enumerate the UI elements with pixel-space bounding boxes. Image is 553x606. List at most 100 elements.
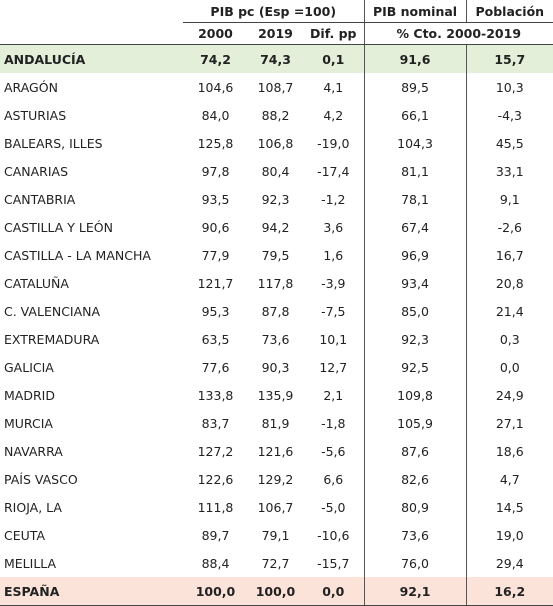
table-row: CEUTA 89,7 79,1 -10,6 73,6 19,0 [0,521,553,549]
pib-pc-2000: 77,6 [201,359,230,375]
table-row: EXTREMADURA 63,5 73,6 10,1 92,3 0,3 [0,325,553,353]
pib-nominal-growth: 91,6 [363,44,467,73]
region-name: CASTILLA Y LEÓN [4,219,113,235]
dif-pp: -19,0 [317,135,350,151]
poblacion-growth: 33,1 [465,157,553,185]
poblacion-growth: -4,3 [465,101,553,129]
pib-pc-2000: 111,8 [197,499,234,515]
region-name: PAÍS VASCO [4,471,78,487]
pib-nominal-growth: 105,9 [363,409,467,437]
region-name: ESPAÑA [0,577,183,606]
table-row: BALEARS, ILLES 125,8 106,8 -19,0 104,3 45,5 [0,129,553,157]
pib-nominal-growth: 96,9 [363,241,467,269]
poblacion-growth: 19,0 [465,521,553,549]
dif-pp: -15,7 [317,555,350,571]
dif-pp: -7,5 [321,303,346,319]
table-row: ASTURIAS 84,0 88,2 4,2 66,1 -4,3 [0,101,553,129]
header-col-2000: 2000 [183,22,248,45]
table-body: ANDALUCÍA 74,2 74,3 0,1 91,6 15,7 ARAGÓN 104,6 1… [0,44,553,606]
poblacion-growth: 0,3 [465,325,553,353]
region-name: GALICIA [4,359,54,375]
table-row: CASTILLA - LA MANCHA 77,9 79,5 1,6 96,9 16,7 [0,241,553,269]
table-row: CANARIAS 97,8 80,4 -17,4 81,1 33,1 [0,157,553,185]
poblacion-growth: 16,2 [465,577,553,606]
pib-pc-2019: 73,6 [261,331,290,347]
dif-pp: -10,6 [317,527,350,543]
region-name: CANTABRIA [4,191,76,207]
region-name: MELILLA [4,555,57,571]
pib-nominal-growth: 87,6 [363,437,467,465]
table-row: PAÍS VASCO 122,6 129,2 6,6 82,6 4,7 [0,465,553,493]
pib-nominal-growth: 92,3 [363,325,467,353]
pib-nominal-growth: 109,8 [363,381,467,409]
pib-pc-2019: 80,4 [261,163,290,179]
header-row-groups: PIB pc (Esp =100) PIB nominal Población [0,0,553,23]
header-col-cto: % Cto. 2000-2019 [363,22,553,45]
region-name: ASTURIAS [4,107,67,123]
pib-pc-2019: 108,7 [257,79,294,95]
pib-pc-2019: 79,5 [261,247,290,263]
region-name: RIOJA, LA [4,499,62,515]
region-name: CANARIAS [4,163,69,179]
pib-pc-2000: 77,9 [201,247,230,263]
pib-nominal-growth: 89,5 [363,73,467,101]
pib-pc-2000: 89,7 [201,527,230,543]
header-col-dif: Dif. pp [303,22,365,45]
table-row: CASTILLA Y LEÓN 90,6 94,2 3,6 67,4 -2,6 [0,213,553,241]
table-row: MADRID 133,8 135,9 2,1 109,8 24,9 [0,381,553,409]
pib-nominal-growth: 66,1 [363,101,467,129]
pib-pc-2000: 63,5 [201,331,230,347]
region-name: CASTILLA - LA MANCHA [4,247,151,263]
pib-nominal-growth: 104,3 [363,129,467,157]
dif-pp: 6,6 [323,471,344,487]
region-name: CEUTA [4,527,45,543]
header-poblacion: Población [465,0,553,23]
poblacion-growth: 20,8 [465,269,553,297]
pib-pc-2000: 100,0 [183,577,248,606]
dif-pp: 0,0 [303,577,365,606]
pib-pc-2000: 95,3 [201,303,230,319]
pib-pc-2000: 97,8 [201,163,230,179]
pib-pc-2000: 127,2 [197,443,234,459]
pib-pc-2019: 87,8 [261,303,290,319]
pib-pc-2019: 106,8 [257,135,294,151]
poblacion-growth: 21,4 [465,297,553,325]
pib-pc-2000: 121,7 [197,275,234,291]
region-name: CATALUÑA [4,275,69,291]
header-col-2019: 2019 [248,22,303,45]
poblacion-growth: 0,0 [465,353,553,381]
dif-pp: -5,0 [321,499,346,515]
region-name: MADRID [4,387,55,403]
poblacion-growth: 27,1 [465,409,553,437]
pib-nominal-growth: 81,1 [363,157,467,185]
pib-nominal-growth: 85,0 [363,297,467,325]
pib-nominal-growth: 92,5 [363,353,467,381]
pib-pc-2019: 81,9 [261,415,290,431]
pib-pc-2000: 93,5 [201,191,230,207]
region-name: EXTREMADURA [4,331,100,347]
pib-pc-2000: 122,6 [197,471,234,487]
dif-pp: 2,1 [323,387,344,403]
region-name: BALEARS, ILLES [4,135,103,151]
pib-pc-2019: 79,1 [261,527,290,543]
pib-pc-2000: 104,6 [197,79,234,95]
header-row-subcolumns: 2000 2019 Dif. pp % Cto. 2000-2019 [0,22,553,45]
pib-nominal-growth: 93,4 [363,269,467,297]
poblacion-growth: 14,5 [465,493,553,521]
region-name: C. VALENCIANA [4,303,101,319]
dif-pp: 0,1 [303,44,365,73]
pib-pc-2019: 72,7 [261,555,290,571]
dif-pp: 4,1 [323,79,344,95]
dif-pp: 4,2 [323,107,344,123]
table-row: RIOJA, LA 111,8 106,7 -5,0 80,9 14,5 [0,493,553,521]
poblacion-growth: 9,1 [465,185,553,213]
pib-pc-2019: 121,6 [257,443,294,459]
pib-nominal-growth: 82,6 [363,465,467,493]
pib-pc-2019: 106,7 [257,499,294,515]
pib-pc-2000: 133,8 [197,387,234,403]
dif-pp: 12,7 [319,359,348,375]
header-pib-pc: PIB pc (Esp =100) [183,0,365,23]
pib-nominal-growth: 92,1 [363,577,467,606]
pib-pc-2019: 117,8 [257,275,294,291]
table-row: ARAGÓN 104,6 108,7 4,1 89,5 10,3 [0,73,553,101]
